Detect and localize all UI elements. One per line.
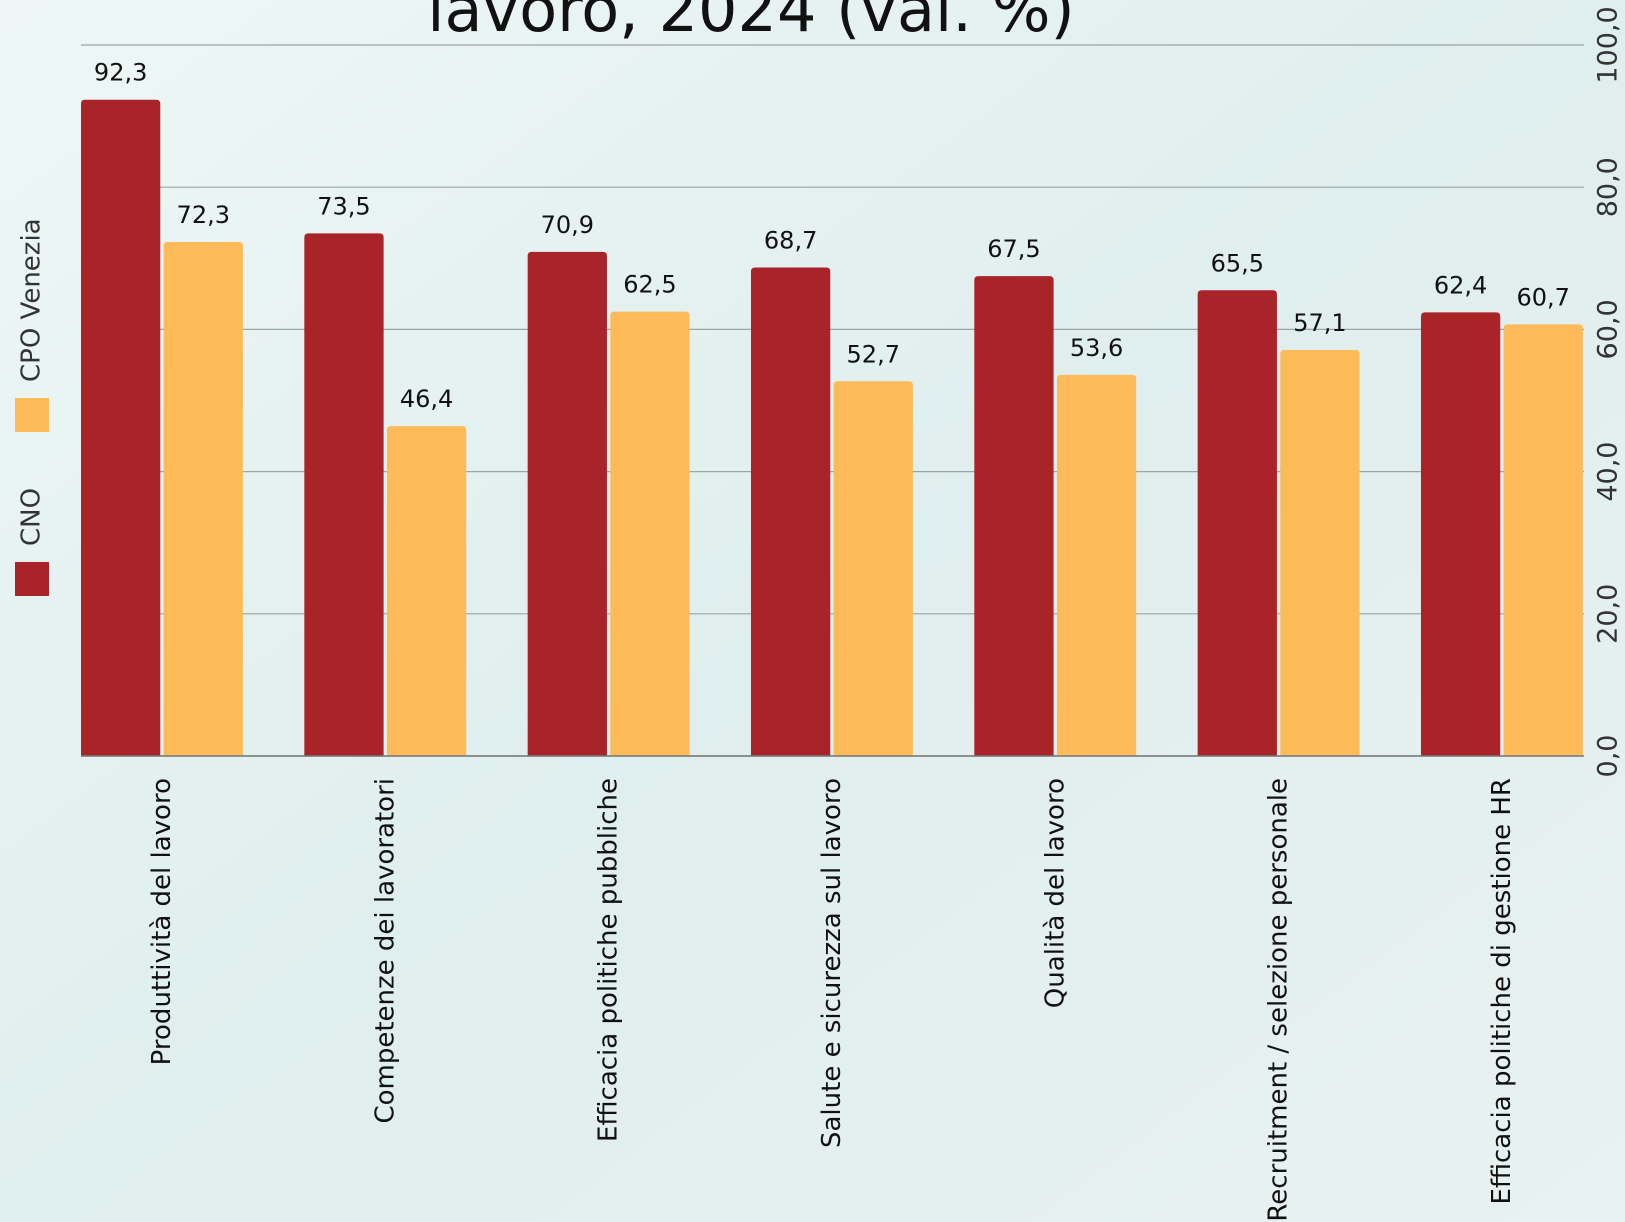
bar: [1056, 374, 1137, 756]
bar: [974, 276, 1054, 756]
data-label: 46,4: [400, 385, 453, 413]
bar: [81, 99, 161, 756]
data-label: 57,1: [1293, 309, 1346, 337]
data-label: 62,4: [1434, 271, 1487, 299]
bar: [163, 241, 243, 756]
y-tick-label: 100,0: [1593, 6, 1624, 83]
x-tick-label: Efficacia politiche di gestione HR: [1487, 778, 1517, 1205]
bar: [610, 311, 690, 756]
x-tick-label: Qualità del lavoro: [1040, 778, 1070, 1008]
bar: [386, 426, 467, 756]
x-tick-label: Recruitment / selezione personale: [1264, 778, 1294, 1222]
data-label: 65,5: [1211, 249, 1264, 277]
data-label: 70,9: [541, 211, 594, 239]
data-label: 92,3: [94, 59, 147, 87]
legend-label: CPO Venezia: [17, 218, 47, 382]
bar: [1197, 290, 1277, 756]
legend-swatch: [15, 398, 49, 432]
y-tick-label: 20,0: [1593, 584, 1624, 644]
legend-label: CNO: [17, 488, 47, 546]
data-label: 67,5: [987, 235, 1040, 263]
data-label: 60,7: [1517, 283, 1570, 311]
bar: [304, 233, 384, 757]
data-label: 72,3: [177, 201, 230, 229]
data-label: 68,7: [764, 227, 817, 255]
data-label: 53,6: [1070, 334, 1123, 362]
bar: [833, 381, 913, 756]
x-tick-label: Competenze dei lavoratori: [370, 778, 400, 1124]
y-tick-label: 80,0: [1593, 157, 1624, 217]
legend-swatch: [15, 562, 49, 596]
bar: [1280, 350, 1360, 756]
data-label: 52,7: [847, 340, 900, 368]
bar: [527, 251, 607, 756]
data-label: 73,5: [317, 192, 370, 220]
bar: [750, 267, 831, 756]
chart-title: lavoro, 2024 (val. %): [427, 0, 1074, 46]
bar: [1503, 324, 1583, 756]
x-tick-label: Salute e sicurezza sul lavoro: [817, 778, 847, 1148]
y-tick-label: 60,0: [1593, 299, 1624, 359]
bar: [1420, 312, 1501, 756]
data-label: 62,5: [623, 271, 676, 299]
y-tick-label: 40,0: [1593, 442, 1624, 502]
x-tick-label: Produttività del lavoro: [147, 778, 177, 1065]
x-tick-label: Efficacia politiche pubbliche: [594, 778, 624, 1142]
y-tick-label: 0,0: [1593, 735, 1624, 778]
